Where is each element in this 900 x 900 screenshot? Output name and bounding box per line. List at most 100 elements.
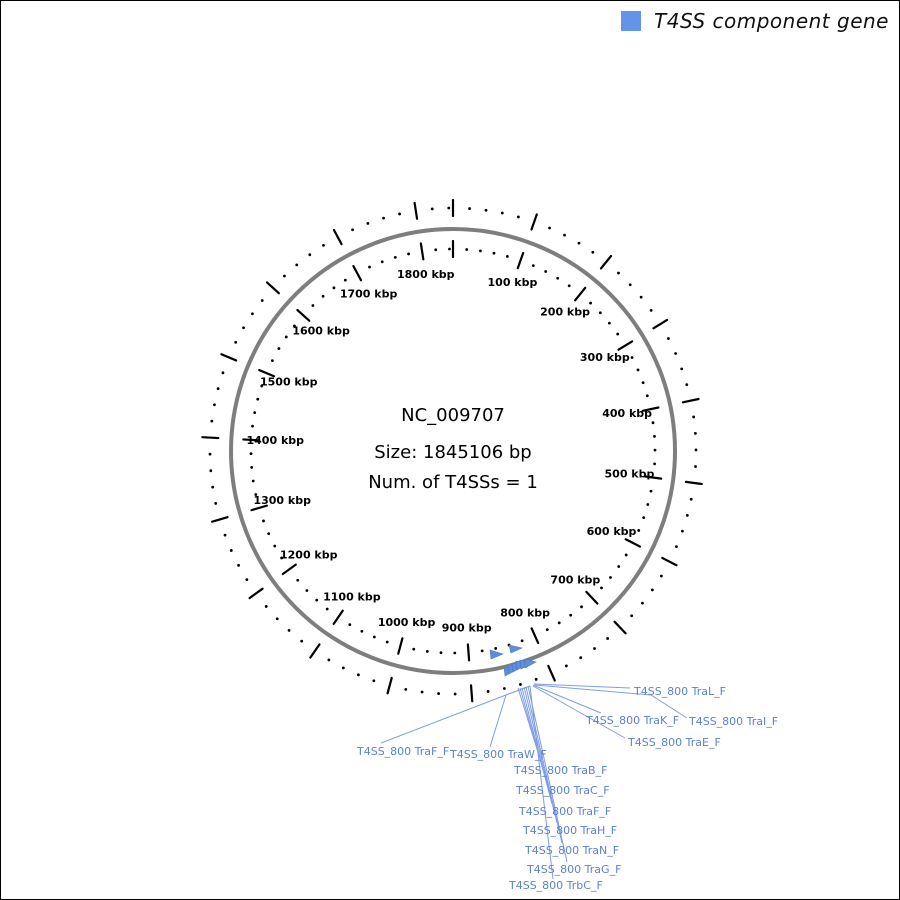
tick-major-mark xyxy=(332,228,343,246)
tick-minor-dot xyxy=(321,294,325,298)
tick-minor-dot xyxy=(636,368,640,372)
tick-label: 800 kbp xyxy=(500,607,550,620)
tick-major-mark xyxy=(309,643,321,659)
tick-label: 1100 kbp xyxy=(323,590,381,603)
tick-minor-dot xyxy=(372,635,376,639)
tick-major-mark xyxy=(386,676,393,695)
tick-minor-dot xyxy=(322,244,325,247)
tick-minor-dot xyxy=(308,253,312,257)
tick-minor-dot xyxy=(520,639,524,643)
tick-minor-dot xyxy=(437,692,440,695)
tick-minor-dot xyxy=(567,284,571,288)
tick-label: 500 kbp xyxy=(605,467,655,480)
tick-minor-dot xyxy=(280,556,284,560)
tick-minor-dot xyxy=(569,613,573,617)
tick-minor-dot xyxy=(366,221,370,225)
tick-minor-dot xyxy=(210,419,214,423)
tick-label: 1400 kbp xyxy=(247,434,305,447)
tick-minor-dot xyxy=(637,529,641,532)
tick-major-mark xyxy=(220,353,238,362)
tick-minor-dot xyxy=(251,424,254,428)
tick-minor-dot xyxy=(468,207,471,210)
genome-ring xyxy=(229,227,677,675)
tick-minor-dot xyxy=(548,226,551,230)
tick-minor-dot xyxy=(385,640,389,644)
tick-minor-dot xyxy=(237,563,240,567)
tick-minor-dot xyxy=(564,664,568,668)
gene-label: T4SS_800 TrbC_F xyxy=(508,879,603,892)
gene-arrow xyxy=(489,649,504,660)
tick-minor-dot xyxy=(641,381,645,385)
tick-minor-dot xyxy=(209,469,213,473)
tick-label: 1300 kbp xyxy=(253,494,311,507)
tick-minor-dot xyxy=(216,387,220,391)
tick-minor-dot xyxy=(223,533,227,537)
tick-major-mark xyxy=(644,475,663,480)
tick-major-mark xyxy=(281,563,297,576)
tick-minor-dot xyxy=(651,421,655,425)
gene-leader-line xyxy=(534,684,688,719)
tick-minor-dot xyxy=(251,479,255,483)
tick-minor-dot xyxy=(208,452,212,456)
tick-minor-dot xyxy=(211,485,215,489)
tick-minor-dot xyxy=(593,647,596,650)
tick-minor-dot xyxy=(492,251,496,255)
tick-minor-dot xyxy=(675,545,678,548)
legend-label: T4SS component gene xyxy=(654,9,889,33)
gene-label: T4SS_800 TraL_F xyxy=(633,685,726,698)
tick-minor-dot xyxy=(577,241,581,245)
tick-minor-dot xyxy=(453,692,457,696)
tick-minor-dot xyxy=(325,607,329,611)
tick-major-mark xyxy=(419,242,425,261)
tick-major-mark xyxy=(296,308,311,322)
tick-major-mark xyxy=(641,406,660,412)
tick-label: 700 kbp xyxy=(550,573,600,586)
tick-label: 1600 kbp xyxy=(292,324,350,337)
tick-minor-dot xyxy=(519,683,522,686)
gene-label: T4SS_800 TraF_F xyxy=(518,805,611,818)
tick-minor-dot xyxy=(653,462,656,466)
tick-minor-dot xyxy=(617,565,621,568)
gene-arrow xyxy=(508,644,523,654)
tick-minor-dot xyxy=(425,649,429,653)
tick-minor-dot xyxy=(275,617,279,621)
tick-minor-dot xyxy=(332,286,336,290)
tick-minor-dot xyxy=(368,265,371,269)
tick-minor-dot xyxy=(214,502,218,505)
tick-minor-dot xyxy=(430,207,434,211)
tick-minor-dot xyxy=(600,586,603,590)
tick-minor-dot xyxy=(628,283,632,287)
gene-leader-line xyxy=(529,685,554,880)
tick-major-mark xyxy=(248,587,264,600)
tick-minor-dot xyxy=(694,465,697,468)
tick-minor-dot xyxy=(689,497,693,501)
tick-minor-dot xyxy=(412,647,416,651)
tick-minor-dot xyxy=(680,367,684,371)
tick-label: 600 kbp xyxy=(587,525,637,538)
gene-leader-line xyxy=(532,685,626,739)
tick-minor-dot xyxy=(609,576,612,579)
tick-minor-dot xyxy=(653,448,657,452)
tick-label: 1800 kbp xyxy=(397,268,455,281)
tick-minor-dot xyxy=(589,301,592,305)
tick-minor-dot xyxy=(382,216,385,220)
tick-minor-dot xyxy=(685,513,689,517)
genome-size-text: Size: 1845106 bp xyxy=(374,442,531,463)
tick-minor-dot xyxy=(295,263,299,267)
tick-minor-dot xyxy=(360,629,364,633)
tick-major-mark xyxy=(469,684,474,703)
tick-minor-dot xyxy=(341,666,345,670)
tick-minor-dot xyxy=(545,628,549,632)
tick-minor-dot xyxy=(630,614,634,618)
tick-minor-dot xyxy=(579,656,583,660)
tick-minor-dot xyxy=(267,532,271,536)
tick-minor-dot xyxy=(580,605,583,609)
tick-major-mark xyxy=(352,265,363,282)
tick-major-mark xyxy=(681,397,700,404)
tick-minor-dot xyxy=(693,432,697,435)
tick-major-mark xyxy=(617,340,634,351)
tick-minor-dot xyxy=(556,276,560,280)
gene-label: T4SS_800 TraW_F xyxy=(449,748,547,761)
tick-minor-dot xyxy=(213,403,216,407)
